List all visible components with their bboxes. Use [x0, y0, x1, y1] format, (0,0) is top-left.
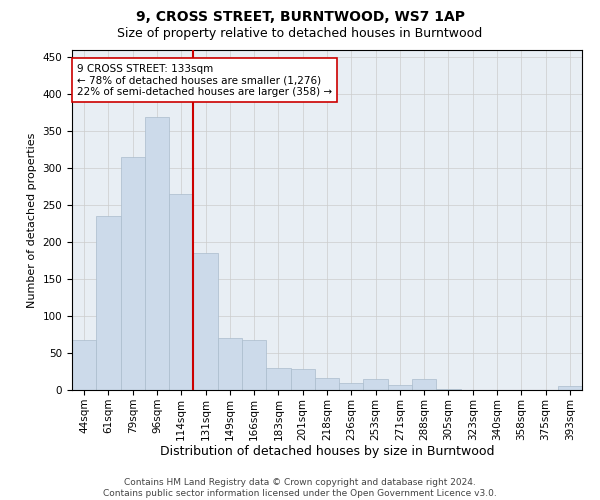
- Text: 9 CROSS STREET: 133sqm
← 78% of detached houses are smaller (1,276)
22% of semi-: 9 CROSS STREET: 133sqm ← 78% of detached…: [77, 64, 332, 97]
- Bar: [193, 254, 218, 390]
- Bar: [436, 388, 461, 390]
- Bar: [72, 340, 96, 390]
- Text: Contains HM Land Registry data © Crown copyright and database right 2024.
Contai: Contains HM Land Registry data © Crown c…: [103, 478, 497, 498]
- Text: Size of property relative to detached houses in Burntwood: Size of property relative to detached ho…: [118, 28, 482, 40]
- X-axis label: Distribution of detached houses by size in Burntwood: Distribution of detached houses by size …: [160, 446, 494, 458]
- Text: 9, CROSS STREET, BURNTWOOD, WS7 1AP: 9, CROSS STREET, BURNTWOOD, WS7 1AP: [136, 10, 464, 24]
- Bar: [218, 338, 242, 390]
- Bar: [364, 379, 388, 390]
- Bar: [121, 157, 145, 390]
- Bar: [315, 378, 339, 390]
- Bar: [242, 340, 266, 390]
- Bar: [290, 370, 315, 390]
- Bar: [412, 379, 436, 390]
- Bar: [145, 116, 169, 390]
- Bar: [558, 386, 582, 390]
- Bar: [339, 382, 364, 390]
- Y-axis label: Number of detached properties: Number of detached properties: [27, 132, 37, 308]
- Bar: [388, 385, 412, 390]
- Bar: [96, 216, 121, 390]
- Bar: [266, 368, 290, 390]
- Bar: [169, 194, 193, 390]
